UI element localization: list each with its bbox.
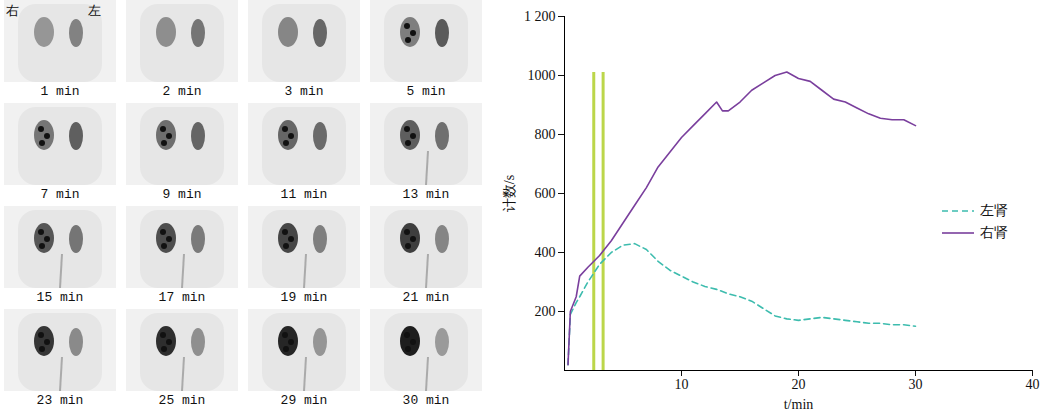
svg-text:400: 400 <box>535 245 556 260</box>
html-text:13 min: 13 min <box>402 187 450 202</box>
html-text:右: 右 <box>6 3 19 18</box>
html-text:9 min: 9 min <box>162 187 202 202</box>
svg-text:20: 20 <box>792 377 806 392</box>
html-text:7 min: 7 min <box>40 187 80 202</box>
html-text:21 min: 21 min <box>402 290 450 305</box>
html-text:23 min: 23 min <box>36 393 84 408</box>
html-text:30 min: 30 min <box>402 393 450 408</box>
svg-text:10: 10 <box>675 377 689 392</box>
html-text:3 min: 3 min <box>284 84 324 99</box>
html-text:15 min: 15 min <box>36 290 84 305</box>
svg-text:30: 30 <box>909 377 923 392</box>
svg-text:1 200: 1 200 <box>524 9 556 24</box>
svg-text:600: 600 <box>535 186 556 201</box>
html-text:5 min: 5 min <box>406 84 446 99</box>
html-text:25 min: 25 min <box>158 393 206 408</box>
html-text:左肾: 左肾 <box>980 202 1008 218</box>
html-text:2 min: 2 min <box>162 84 202 99</box>
html-text:1 min: 1 min <box>40 84 80 99</box>
svg-text:200: 200 <box>535 304 556 319</box>
html-text:左: 左 <box>88 3 101 18</box>
svg-text:计数/s: 计数/s <box>502 175 517 212</box>
svg-text:1000: 1000 <box>528 68 556 83</box>
html-text:19 min: 19 min <box>280 290 328 305</box>
html-text:右肾: 右肾 <box>980 224 1008 240</box>
html-text:11 min: 11 min <box>280 187 328 202</box>
html-text:17 min: 17 min <box>158 290 206 305</box>
svg-text:t/min: t/min <box>784 397 814 412</box>
svg-text:800: 800 <box>535 127 556 142</box>
html-text:29 min: 29 min <box>280 393 328 408</box>
svg-text:40: 40 <box>1026 377 1040 392</box>
